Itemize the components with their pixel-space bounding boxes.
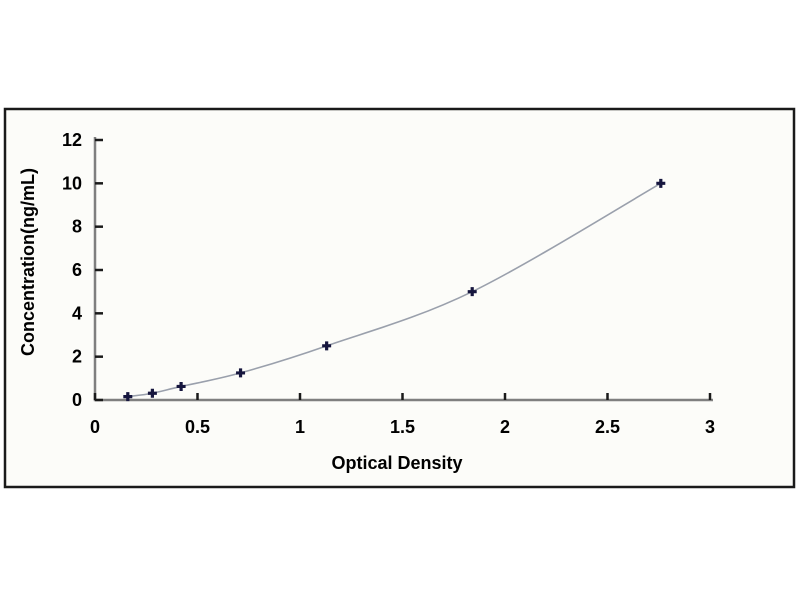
x-tick-label: 1.5 (390, 417, 415, 437)
data-series-layer (123, 178, 666, 402)
data-point-marker (467, 287, 477, 297)
x-tick-label: 2 (500, 417, 510, 437)
x-tick-label: 0.5 (185, 417, 210, 437)
y-tick-label: 0 (72, 390, 82, 410)
x-tick-label: 2.5 (595, 417, 620, 437)
y-tick-label: 2 (72, 347, 82, 367)
y-tick-label: 8 (72, 217, 82, 237)
y-axis-title: Concentration(ng/mL) (18, 168, 38, 356)
data-point-marker (176, 381, 186, 391)
y-tick-label: 6 (72, 260, 82, 280)
y-tick-label: 10 (62, 173, 82, 193)
x-tick-label: 3 (705, 417, 715, 437)
data-point-marker (322, 341, 332, 351)
tick-layer (93, 138, 712, 402)
x-tick-label: 1 (295, 417, 305, 437)
data-point-marker (123, 392, 133, 402)
chart-frame (3, 107, 796, 489)
data-point-marker (656, 178, 666, 188)
y-tick-label: 4 (72, 303, 82, 323)
data-point-marker (147, 388, 157, 398)
tick-label-layer: 0 0.5 1 1.5 2 2.5 3 0 2 4 6 8 10 12 (62, 130, 715, 437)
data-point-marker (236, 368, 246, 378)
x-axis-title: Optical Density (331, 453, 462, 473)
x-tick-label: 0 (90, 417, 100, 437)
y-tick-label: 12 (62, 130, 82, 150)
